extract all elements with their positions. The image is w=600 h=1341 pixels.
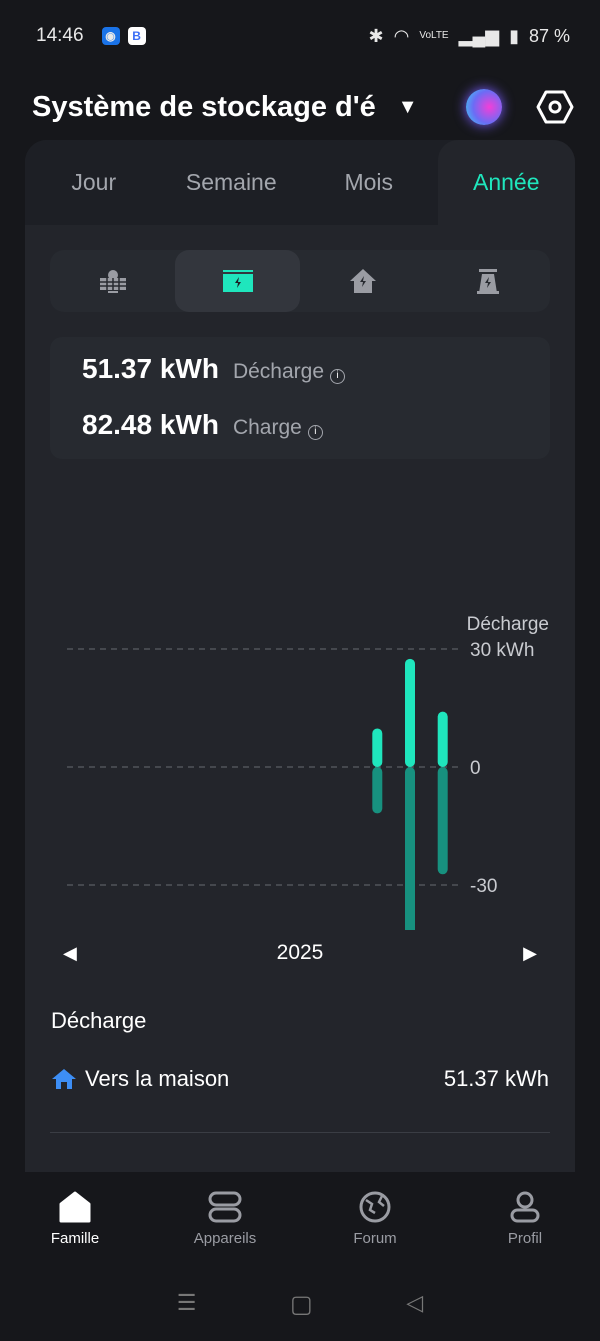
main-card: Jour Semaine Mois Année 51.37 kWh Déchar… <box>25 140 575 1172</box>
clock: 14:46 <box>36 25 84 46</box>
signal-icon: ▂▄▆ <box>458 25 500 46</box>
nav-famille[interactable]: Famille <box>0 1172 150 1272</box>
discharge-bar <box>437 711 448 767</box>
y-tick-label: -30 <box>470 876 497 897</box>
y-tick-label: 0 <box>470 758 481 779</box>
system-nav: ☰ ▢ ◁ <box>0 1290 600 1319</box>
battery-icon: ▮ <box>509 25 519 46</box>
discharge-total: 51.37 kWh <box>82 353 219 384</box>
year-navigator: ◀ 2025 ▶ <box>25 935 575 971</box>
charge-label: Charge <box>232 416 302 439</box>
grid-tower-icon <box>476 269 499 294</box>
location-pet-icon: ◉ <box>101 27 120 45</box>
nav-label: Profil <box>507 1230 543 1247</box>
bluetooth-icon: ✱ <box>368 25 384 46</box>
year-label: 2025 <box>276 941 324 964</box>
nav-label: Appareils <box>193 1230 257 1247</box>
tab-semaine[interactable]: Semaine <box>185 169 277 195</box>
solar-panel-icon <box>99 270 126 293</box>
tab-annee[interactable]: Année <box>437 140 575 225</box>
wifi-icon: ◠ <box>393 25 410 46</box>
info-icon[interactable]: i <box>330 369 346 384</box>
hex-settings-icon[interactable] <box>536 88 574 126</box>
tab-mois[interactable]: Mois <box>344 169 394 195</box>
devices-icon <box>208 1191 242 1223</box>
home-button[interactable]: ▢ <box>290 1291 313 1318</box>
globe-icon <box>359 1191 391 1223</box>
device-title[interactable]: Système de stockage d'é <box>32 90 376 123</box>
list-item: Vers la maison 51.37 kWh <box>51 1066 549 1092</box>
triangle-right-icon[interactable]: ▶ <box>523 943 537 963</box>
header: Système de stockage d'é ▼ <box>32 84 574 130</box>
row-value: 51.37 kWh <box>443 1066 549 1091</box>
profile-icon <box>510 1191 540 1223</box>
ai-orb-icon[interactable] <box>466 89 502 125</box>
section-title: Décharge <box>51 1008 147 1033</box>
nav-appareils[interactable]: Appareils <box>150 1172 300 1272</box>
period-tabs: Jour Semaine Mois Année <box>25 140 575 225</box>
row-label: Vers la maison <box>85 1066 230 1091</box>
home-icon <box>59 1191 91 1223</box>
discharge-label: Décharge <box>232 360 325 383</box>
category-selector <box>50 250 550 312</box>
status-bar: 14:46 ◉ B ✱ ◠ VoLTE ▂▄▆ ▮ 87 % <box>36 22 570 50</box>
bottom-nav: Famille Appareils Forum Profil <box>0 1172 600 1272</box>
category-grid[interactable] <box>425 250 550 312</box>
category-solar[interactable] <box>50 250 175 312</box>
discharge-bar <box>405 658 415 767</box>
divider <box>50 1132 550 1133</box>
charge-bar <box>437 767 448 875</box>
battery-percent: 87 % <box>528 25 570 46</box>
discharge-bar <box>372 728 383 767</box>
recents-button[interactable]: ☰ <box>176 1290 197 1315</box>
charge-total: 82.48 kWh <box>82 409 219 440</box>
b-app-icon: B <box>127 27 146 45</box>
nav-forum[interactable]: Forum <box>300 1172 450 1272</box>
charge-bar <box>372 767 383 814</box>
nav-label: Forum <box>353 1230 397 1247</box>
charge-bar <box>405 767 415 930</box>
home-power-icon <box>349 269 376 293</box>
home-icon <box>52 1069 76 1089</box>
nav-label: Famille <box>50 1230 100 1247</box>
y-tick-label: 30 kWh <box>470 640 534 661</box>
top-axis-label: Décharge <box>467 614 549 635</box>
energy-summary: 51.37 kWh Décharge i 82.48 kWh Charge i <box>50 337 550 459</box>
category-home[interactable] <box>300 250 425 312</box>
battery-icon <box>222 270 253 292</box>
volte-icon: VoLTE <box>419 30 449 41</box>
tab-jour[interactable]: Jour <box>71 169 117 195</box>
info-icon[interactable]: i <box>307 425 323 440</box>
nav-profil[interactable]: Profil <box>450 1172 600 1272</box>
back-button[interactable]: ◁ <box>406 1290 424 1315</box>
triangle-left-icon[interactable]: ◀ <box>63 943 77 963</box>
energy-bar-chart: 30 kWh0-30-60DéchargeCharge0102030405060… <box>67 614 549 930</box>
category-battery[interactable] <box>175 250 300 312</box>
caret-down-icon[interactable]: ▼ <box>397 95 418 118</box>
